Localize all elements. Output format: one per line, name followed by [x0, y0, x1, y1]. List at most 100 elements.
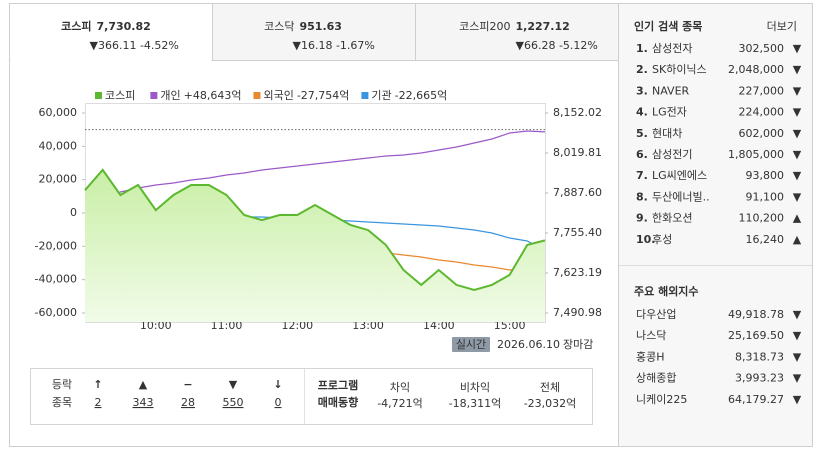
index-dir: ▼ — [793, 350, 802, 363]
stock-dir: ▼ — [793, 148, 802, 161]
tab[interactable] — [415, 3, 619, 61]
tab-name[interactable]: 코스피200 — [459, 20, 510, 33]
x-tick-label: 13:00 — [352, 319, 384, 332]
stock-price: 91,100 — [746, 190, 785, 203]
index-value: 64,179.27 — [728, 393, 784, 406]
legend-name: 외국인 — [263, 89, 293, 102]
series-line — [84, 130, 546, 214]
tab-change[interactable]: ▼16.18 -1.67% — [293, 39, 375, 52]
stock-price: 110,200 — [739, 212, 785, 225]
rank: 9. — [636, 212, 648, 225]
y2-tick-label: 7,623.19 — [553, 266, 602, 279]
index-dir: ▼ — [793, 308, 802, 321]
stock-dir: ▼ — [793, 42, 802, 55]
stock-price: 93,800 — [746, 169, 785, 182]
index-dir: ▼ — [793, 329, 802, 342]
index-value: 25,169.50 — [728, 329, 784, 342]
area — [85, 169, 545, 322]
program-label: 매매동향 — [318, 395, 358, 409]
stock-dir: ▼ — [793, 63, 802, 76]
stock-name[interactable]: 삼성전기 — [652, 148, 692, 161]
legend-value: -22,665억 — [395, 89, 448, 102]
index-name[interactable]: 니케이225 — [636, 393, 687, 406]
index-name[interactable]: 상해종합 — [636, 371, 676, 385]
tab-change[interactable]: ▼66.28 -5.12% — [516, 39, 598, 52]
status-badge — [452, 337, 490, 352]
y2-tick-label: 7,490.98 — [553, 306, 602, 319]
stock-dir: ▼ — [793, 84, 802, 97]
legend-swatch — [253, 92, 261, 99]
y2-tick-label: 7,887.60 — [553, 186, 602, 199]
tab-name[interactable]: 코스닥 — [264, 20, 294, 33]
y2-tick-label: 8,152.02 — [553, 106, 602, 119]
x-tick-label: 14:00 — [423, 319, 455, 332]
tab-value[interactable]: 7,730.82 — [97, 20, 151, 33]
index-dir: ▼ — [793, 372, 802, 385]
legend-name: 기관 — [371, 89, 391, 102]
stock-dir: ▲ — [793, 233, 802, 246]
y2-tick-label: 8,019.81 — [553, 146, 602, 159]
tab-name[interactable]: 코스피 — [61, 19, 91, 33]
breadth-symbol: − — [183, 378, 192, 391]
stock-dir: ▼ — [793, 190, 802, 203]
stock-name[interactable]: 한화오션 — [652, 212, 692, 225]
rank: 8. — [636, 190, 648, 203]
x-tick-label: 12:00 — [281, 319, 313, 332]
y-tick-label: -60,000 — [35, 306, 77, 319]
program-label: 프로그램 — [318, 378, 358, 392]
rank: 4. — [636, 106, 648, 119]
x-tick-label: 11:00 — [211, 319, 243, 332]
stock-name[interactable]: 현대차 — [652, 127, 682, 140]
breadth-count[interactable]: 28 — [181, 396, 195, 409]
stock-name[interactable]: 후성 — [652, 233, 672, 246]
rank: 6. — [636, 148, 648, 161]
stock-price: 602,000 — [739, 127, 785, 140]
breadth-count[interactable]: 2 — [95, 396, 102, 409]
program-value: -23,032억 — [524, 397, 577, 410]
status-state: 장마감 — [563, 338, 593, 351]
breadth-symbol: ↓ — [273, 378, 282, 391]
stock-price: 224,000 — [739, 106, 785, 119]
rank: 1. — [636, 42, 648, 55]
index-value: 8,318.73 — [735, 350, 784, 363]
x-tick-label: 10:00 — [140, 319, 172, 332]
overseas-title: 주요 해외지수 — [634, 284, 699, 298]
y2-tick-label: 7,755.40 — [553, 226, 602, 239]
index-name[interactable]: 다우산업 — [636, 308, 676, 321]
program-name: 비차익 — [460, 381, 490, 394]
stock-name[interactable]: NAVER — [652, 84, 690, 97]
more-link[interactable]: 더보기 — [767, 20, 797, 33]
y-tick-label: 0 — [70, 206, 77, 219]
stock-name[interactable]: LG전자 — [652, 106, 687, 119]
breadth-label: 종목 — [52, 396, 72, 409]
program-value: -4,721억 — [377, 397, 423, 410]
stock-name[interactable]: 삼성전자 — [652, 42, 692, 55]
rank: 5. — [636, 127, 648, 140]
stock-dir: ▼ — [793, 106, 802, 119]
index-name[interactable]: 나스닥 — [636, 329, 666, 342]
stock-price: 1,805,000 — [728, 148, 784, 161]
legend-name: 코스피 — [105, 89, 135, 102]
tab-change[interactable]: ▼366.11 -4.52% — [90, 39, 179, 52]
program-name: 전체 — [540, 381, 560, 394]
tab[interactable] — [9, 3, 213, 61]
stock-name[interactable]: SK하이닉스 — [652, 62, 707, 76]
rank: 7. — [636, 169, 648, 182]
breadth-count[interactable]: 0 — [275, 396, 282, 409]
stock-dir: ▼ — [793, 127, 802, 140]
breadth-count[interactable]: 550 — [223, 396, 244, 409]
breadth-count[interactable]: 343 — [133, 396, 154, 409]
stock-price: 16,240 — [746, 233, 785, 246]
index-name[interactable]: 홍콩H — [636, 349, 665, 363]
tab-value[interactable]: 1,227.12 — [516, 20, 570, 33]
program-value: -18,311억 — [449, 397, 502, 410]
stock-name[interactable]: 두산에너빌.. — [652, 190, 710, 203]
index-dir: ▼ — [793, 393, 802, 406]
x-tick-label: 15:00 — [494, 319, 526, 332]
stock-name[interactable]: LG씨엔에스 — [652, 169, 707, 182]
tab-value[interactable]: 951.63 — [300, 20, 342, 33]
rank: 2. — [636, 63, 648, 76]
y-tick-label: 60,000 — [39, 106, 78, 119]
